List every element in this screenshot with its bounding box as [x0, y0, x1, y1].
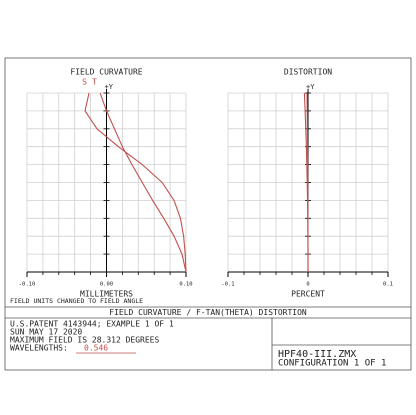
x-tick-label: 0.10 [179, 282, 192, 288]
chart-title: FIELD CURVATURE [70, 68, 142, 77]
x-axis-label: MILLIMETERS [80, 290, 133, 299]
x-tick-label: 0.00 [100, 282, 113, 288]
x-tick-label: 0.1 [383, 282, 393, 288]
wavelength: 0.546 [84, 344, 108, 353]
curve [99, 92, 187, 273]
file-name: HPF40-III.ZMX [278, 349, 356, 360]
footer-line: SUN MAY 17 2020 [10, 328, 82, 337]
series-label: T [92, 78, 97, 87]
outer-frame [4, 57, 412, 371]
footer-line: WAVELENGTHS: [10, 344, 68, 353]
configuration: CONFIGURATION 1 OF 1 [278, 359, 386, 369]
x-tick-label: -0.1 [221, 282, 234, 288]
x-tick-label: 0 [306, 282, 309, 288]
x-tick-label: -0.10 [19, 282, 36, 288]
footer-line: MAXIMUM FIELD IS 28.312 DEGREES [10, 336, 159, 345]
chart-title: DISTORTION [284, 68, 332, 77]
note: FIELD UNITS CHANGED TO FIELD ANGLE [10, 297, 143, 305]
x-axis-label: PERCENT [291, 290, 325, 299]
series-label: S [82, 78, 87, 87]
footer-line: U.S.PATENT 4143944; EXAMPLE 1 OF 1 [10, 320, 174, 329]
curve [84, 92, 187, 273]
y-axis-label: +Y [105, 83, 114, 91]
curve [306, 92, 309, 272]
footer-title: FIELD CURVATURE / F-TAN(THETA) DISTORTIO… [109, 308, 307, 317]
y-axis-label: +Y [306, 83, 315, 91]
